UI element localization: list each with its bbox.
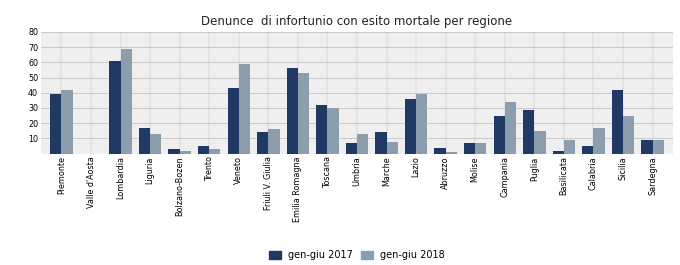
Bar: [505, 102, 516, 154]
Bar: [50, 94, 61, 154]
Bar: [405, 99, 416, 154]
Bar: [564, 140, 575, 154]
Bar: [180, 151, 191, 154]
Bar: [435, 148, 445, 154]
Bar: [239, 64, 250, 154]
Bar: [464, 143, 475, 154]
Bar: [345, 143, 357, 154]
Bar: [120, 48, 132, 154]
Bar: [357, 134, 369, 154]
Legend: gen-giu 2017, gen-giu 2018: gen-giu 2017, gen-giu 2018: [265, 246, 449, 264]
Bar: [494, 116, 505, 154]
Bar: [386, 142, 398, 154]
Bar: [594, 128, 605, 154]
Bar: [109, 61, 120, 154]
Bar: [257, 132, 269, 154]
Bar: [61, 90, 73, 154]
Bar: [228, 88, 239, 154]
Bar: [523, 109, 534, 154]
Bar: [287, 68, 298, 154]
Bar: [534, 131, 545, 154]
Bar: [612, 90, 623, 154]
Bar: [198, 146, 209, 154]
Bar: [150, 134, 161, 154]
Bar: [416, 94, 427, 154]
Bar: [209, 149, 220, 154]
Bar: [553, 151, 564, 154]
Title: Denunce  di infortunio con esito mortale per regione: Denunce di infortunio con esito mortale …: [201, 15, 513, 28]
Bar: [445, 152, 457, 154]
Bar: [653, 140, 664, 154]
Bar: [316, 105, 328, 154]
Bar: [328, 108, 339, 154]
Bar: [375, 132, 386, 154]
Bar: [269, 129, 279, 154]
Bar: [623, 116, 634, 154]
Bar: [582, 146, 594, 154]
Bar: [139, 128, 150, 154]
Bar: [298, 73, 309, 154]
Bar: [169, 149, 180, 154]
Bar: [475, 143, 486, 154]
Bar: [641, 140, 653, 154]
